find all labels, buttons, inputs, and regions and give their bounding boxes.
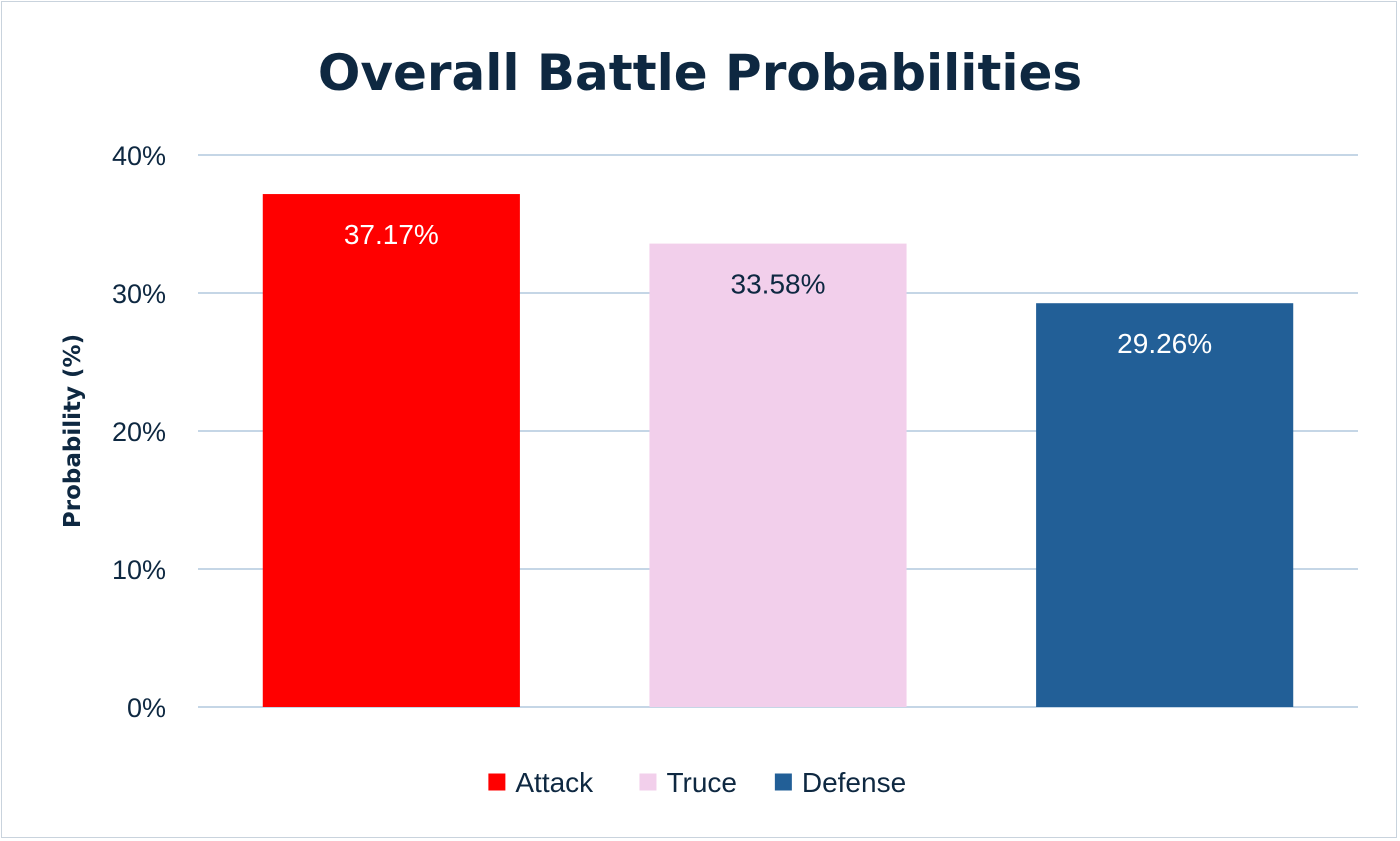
legend-label-attack: Attack (515, 767, 594, 798)
data-label-attack: 37.17% (344, 219, 439, 250)
y-axis-label: Probability (%) (60, 334, 86, 528)
data-labels: 37.17% 33.58% 29.26% (344, 219, 1212, 359)
legend-swatch-truce (639, 773, 657, 791)
y-tick-label: 10% (112, 555, 166, 585)
bar-attack (262, 194, 520, 707)
legend-swatch-defense (774, 773, 792, 791)
legend-swatch-attack (488, 773, 506, 791)
legend: Attack Truce Defense (488, 767, 906, 798)
data-label-defense: 29.26% (1117, 328, 1212, 359)
legend-label-truce: Truce (666, 767, 737, 798)
y-axis-ticks: 0% 10% 20% 30% 40% (112, 141, 166, 723)
bar-truce (649, 243, 907, 707)
y-tick-label: 0% (127, 693, 166, 723)
y-tick-label: 20% (112, 417, 166, 447)
y-tick-label: 30% (112, 279, 166, 309)
bars (262, 194, 1294, 707)
bar-defense (1036, 303, 1294, 707)
y-tick-label: 40% (112, 141, 166, 171)
chart-title: Overall Battle Probabilities (318, 44, 1082, 102)
legend-label-defense: Defense (802, 767, 906, 798)
data-label-truce: 33.58% (731, 269, 826, 300)
